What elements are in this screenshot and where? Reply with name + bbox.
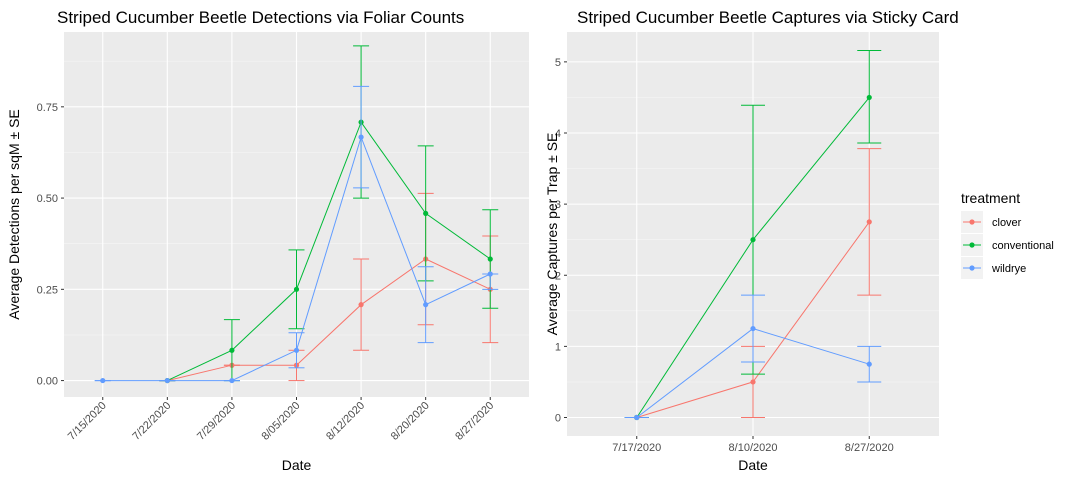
legend-label: wildrye	[991, 263, 1026, 275]
chart-title: Striped Cucumber Beetle Detections via F…	[57, 8, 464, 27]
y-tick-label: 0.75	[37, 102, 58, 114]
wildrye-point	[358, 134, 364, 140]
foliar-counts-chart: Striped Cucumber Beetle Detections via F…	[6, 8, 529, 473]
x-tick-label: 7/17/2020	[612, 442, 661, 454]
y-tick-label: 0.25	[37, 284, 58, 296]
clover-point	[358, 302, 364, 308]
x-tick-label: 8/27/2020	[453, 400, 496, 443]
x-tick-label: 7/29/2020	[195, 400, 238, 443]
legend-label: conventional	[992, 240, 1054, 252]
legend-item-conventional: conventional	[961, 234, 1054, 256]
legend-item-wildrye: wildrye	[961, 257, 1026, 279]
y-tick-label: 4	[555, 128, 561, 140]
conventional-point	[229, 347, 235, 353]
legend: treatment clover conventional wildrye	[961, 190, 1054, 279]
x-tick-label: 8/12/2020	[324, 400, 367, 443]
x-tick-label: 8/10/2020	[729, 442, 778, 454]
data-marks	[624, 49, 882, 421]
clover-point	[750, 379, 756, 385]
y-axis-ticks: 0.00 0.25 0.50 0.75	[37, 102, 64, 388]
wildrye-point	[487, 271, 493, 277]
y-axis-title: Average Detections per sqM ± SE	[6, 109, 22, 320]
x-tick-label: 7/22/2020	[130, 400, 173, 443]
y-tick-label: 1	[555, 341, 561, 353]
x-axis-title: Date	[738, 457, 768, 473]
x-tick-label: 8/27/2020	[845, 442, 894, 454]
legend-key-point	[969, 219, 975, 225]
y-tick-label: 0.50	[37, 193, 58, 205]
clover-series-line	[167, 258, 491, 382]
x-axis-title: Date	[282, 457, 312, 473]
clover-point	[866, 219, 872, 225]
legend-item-clover: clover	[961, 211, 1022, 233]
wildrye-point	[229, 377, 235, 384]
y-tick-label: 0	[555, 413, 561, 425]
wildrye-point	[100, 377, 106, 384]
conventional-point	[866, 94, 872, 101]
conventional-point	[750, 237, 756, 243]
y-tick-label: 5	[555, 57, 561, 69]
wildrye-point	[866, 361, 872, 367]
y-axis-title: Average Captures per Trap ± SE	[544, 133, 560, 336]
wildrye-point	[423, 302, 429, 308]
wildrye-point	[164, 377, 170, 384]
legend-label: clover	[992, 217, 1022, 229]
chart-title: Striped Cucumber Beetle Captures via Sti…	[577, 8, 959, 27]
x-axis-ticks: 7/15/2020 7/22/2020 7/29/2020 8/05/2020 8/12…	[66, 397, 496, 443]
conventional-point	[487, 256, 493, 262]
wildrye-point	[634, 414, 640, 421]
x-axis-ticks: 7/17/2020 8/10/2020 8/27/2020	[612, 436, 894, 454]
y-tick-label: 0.00	[37, 376, 58, 388]
x-tick-label: 7/15/2020	[66, 400, 109, 443]
conventional-point	[423, 210, 429, 217]
wildrye-point	[293, 347, 300, 353]
y-tick-label: 3	[555, 199, 561, 211]
conventional-point	[293, 286, 300, 292]
y-axis-ticks: 0 1 2 3 4 5	[555, 57, 567, 425]
sticky-card-chart: Striped Cucumber Beetle Captures via Sti…	[544, 8, 959, 473]
legend-key-point	[969, 242, 975, 248]
legend-title: treatment	[961, 190, 1020, 206]
x-tick-label: 8/05/2020	[260, 400, 303, 443]
legend-key-point	[969, 265, 975, 271]
wildrye-point	[750, 325, 756, 332]
y-tick-label: 2	[555, 270, 561, 282]
data-marks	[94, 45, 499, 384]
x-tick-label: 8/20/2020	[389, 400, 432, 443]
conventional-series-line	[167, 121, 491, 382]
